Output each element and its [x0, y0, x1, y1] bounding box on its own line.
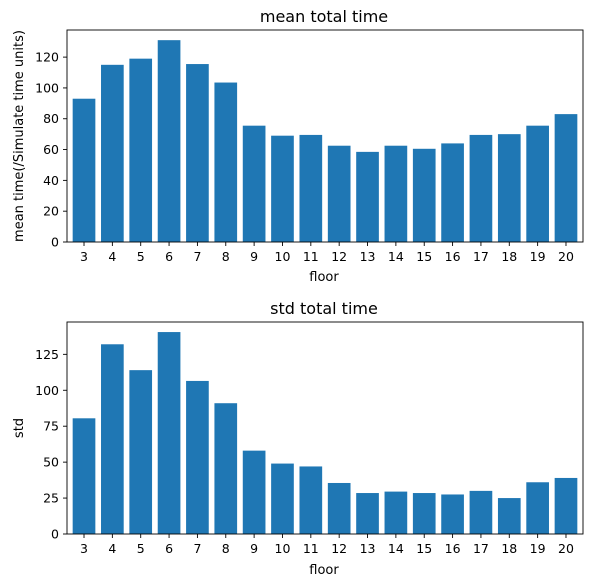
std-ytick-label: 25: [43, 491, 59, 506]
mean-bar-12: [327, 145, 351, 242]
mean-xtick-label: 4: [108, 249, 116, 264]
std-ytick-label: 125: [35, 347, 59, 362]
mean-xtick-label: 7: [193, 249, 201, 264]
std-xtick-label: 12: [331, 541, 347, 556]
std-xtick-label: 9: [250, 541, 258, 556]
std-xtick-label: 4: [108, 541, 116, 556]
mean-xtick-label: 15: [416, 249, 432, 264]
std-xtick-label: 5: [137, 541, 145, 556]
std-bar-9: [242, 450, 266, 534]
std-xtick-label: 19: [530, 541, 546, 556]
std-ytick-label: 50: [43, 455, 59, 470]
mean-ytick-label: 0: [51, 235, 59, 250]
mean-xtick-label: 16: [445, 249, 461, 264]
mean-xtick-label: 14: [388, 249, 404, 264]
mean-xtick-label: 10: [275, 249, 291, 264]
mean-ytick-label: 100: [35, 80, 59, 95]
mean-bar-16: [441, 143, 464, 242]
std-bar-11: [299, 466, 323, 534]
mean-chart-plot-area: 3 4 5 6 7 8 9 10 11 12 13 14 15 16 17 18 19 20 0 20 40 60 80 10…: [35, 29, 584, 264]
std-ytick-label: 75: [43, 419, 59, 434]
mean-xtick-label: 18: [501, 249, 517, 264]
mean-bar-13: [356, 151, 379, 242]
std-bar-8: [214, 403, 238, 534]
std-chart-plot-area: 3 4 5 6 7 8 9 10 11 12 13 14 15 16 17 18 19 20 0 25 50 75 100 1…: [35, 321, 584, 556]
std-bar-13: [356, 493, 379, 534]
mean-chart-title: mean total time: [260, 7, 388, 26]
mean-bar-11: [299, 134, 323, 242]
std-chart-title: std total time: [270, 299, 378, 318]
mean-xtick-label: 5: [137, 249, 145, 264]
mean-xtick-label: 9: [250, 249, 258, 264]
mean-axes-frame: [66, 29, 584, 243]
std-xtick-label: 10: [275, 541, 291, 556]
std-bar-7: [186, 380, 209, 534]
std-bar-19: [526, 482, 549, 534]
mean-bar-15: [412, 148, 436, 242]
std-ytick-label: 100: [35, 383, 59, 398]
std-bar-14: [384, 491, 408, 534]
mean-ytick-label: 20: [43, 204, 59, 219]
mean-chart: mean total time floor mean time(/Simulat…: [12, 7, 584, 285]
std-xtick-label: 17: [473, 541, 489, 556]
std-xtick-label: 13: [360, 541, 376, 556]
mean-xtick-label: 12: [331, 249, 347, 264]
mean-bar-10: [271, 135, 294, 242]
mean-chart-xlabel: floor: [309, 270, 339, 285]
mean-bar-19: [526, 125, 549, 242]
mean-bar-6: [157, 40, 181, 242]
mean-xtick-label: 20: [558, 249, 574, 264]
std-axes-frame: [66, 321, 584, 535]
std-xtick-label: 15: [416, 541, 432, 556]
mean-ytick-label: 80: [43, 111, 59, 126]
mean-xtick-label: 6: [165, 249, 173, 264]
std-chart-xlabel: floor: [309, 563, 339, 578]
std-bar-17: [469, 490, 493, 534]
mean-bar-8: [214, 82, 238, 242]
mean-xtick-label: 3: [80, 249, 88, 264]
mean-ytick-label: 120: [35, 50, 59, 65]
std-chart: std total time floor std 3 4 5 6 7 8 9 10 11 12 13…: [12, 299, 584, 578]
std-xtick-label: 16: [445, 541, 461, 556]
std-bar-10: [271, 463, 294, 534]
mean-bar-20: [554, 114, 578, 242]
mean-bar-14: [384, 145, 408, 242]
std-bar-12: [327, 482, 351, 534]
std-xtick-label: 3: [80, 541, 88, 556]
mean-bar-7: [186, 64, 209, 242]
std-bar-18: [497, 498, 521, 534]
mean-bar-3: [72, 98, 96, 242]
mean-bar-5: [129, 58, 153, 242]
mean-xtick-label: 8: [222, 249, 230, 264]
std-xtick-label: 8: [222, 541, 230, 556]
mean-bar-18: [497, 134, 521, 242]
mean-xtick-label: 11: [303, 249, 319, 264]
mean-xtick-label: 13: [360, 249, 376, 264]
mean-ytick-label: 60: [43, 142, 59, 157]
mean-xtick-label: 19: [530, 249, 546, 264]
mean-bar-4: [101, 64, 124, 242]
std-ytick-label: 0: [51, 527, 59, 542]
std-bar-3: [72, 418, 96, 534]
std-bar-20: [554, 477, 578, 534]
mean-chart-ylabel: mean time(/Simulate time units): [12, 30, 27, 242]
mean-bar-17: [469, 134, 493, 242]
std-bar-6: [157, 332, 181, 534]
std-xtick-label: 7: [193, 541, 201, 556]
std-xtick-label: 14: [388, 541, 404, 556]
std-bar-15: [412, 493, 436, 534]
std-xtick-label: 6: [165, 541, 173, 556]
std-bar-5: [129, 370, 153, 534]
mean-ytick-label: 40: [43, 173, 59, 188]
std-bar-16: [441, 494, 464, 534]
std-chart-ylabel: std: [12, 418, 27, 438]
std-bar-4: [101, 344, 124, 534]
std-xtick-label: 11: [303, 541, 319, 556]
std-xtick-label: 18: [501, 541, 517, 556]
mean-bar-9: [242, 125, 266, 242]
std-xtick-label: 20: [558, 541, 574, 556]
mean-xtick-label: 17: [473, 249, 489, 264]
